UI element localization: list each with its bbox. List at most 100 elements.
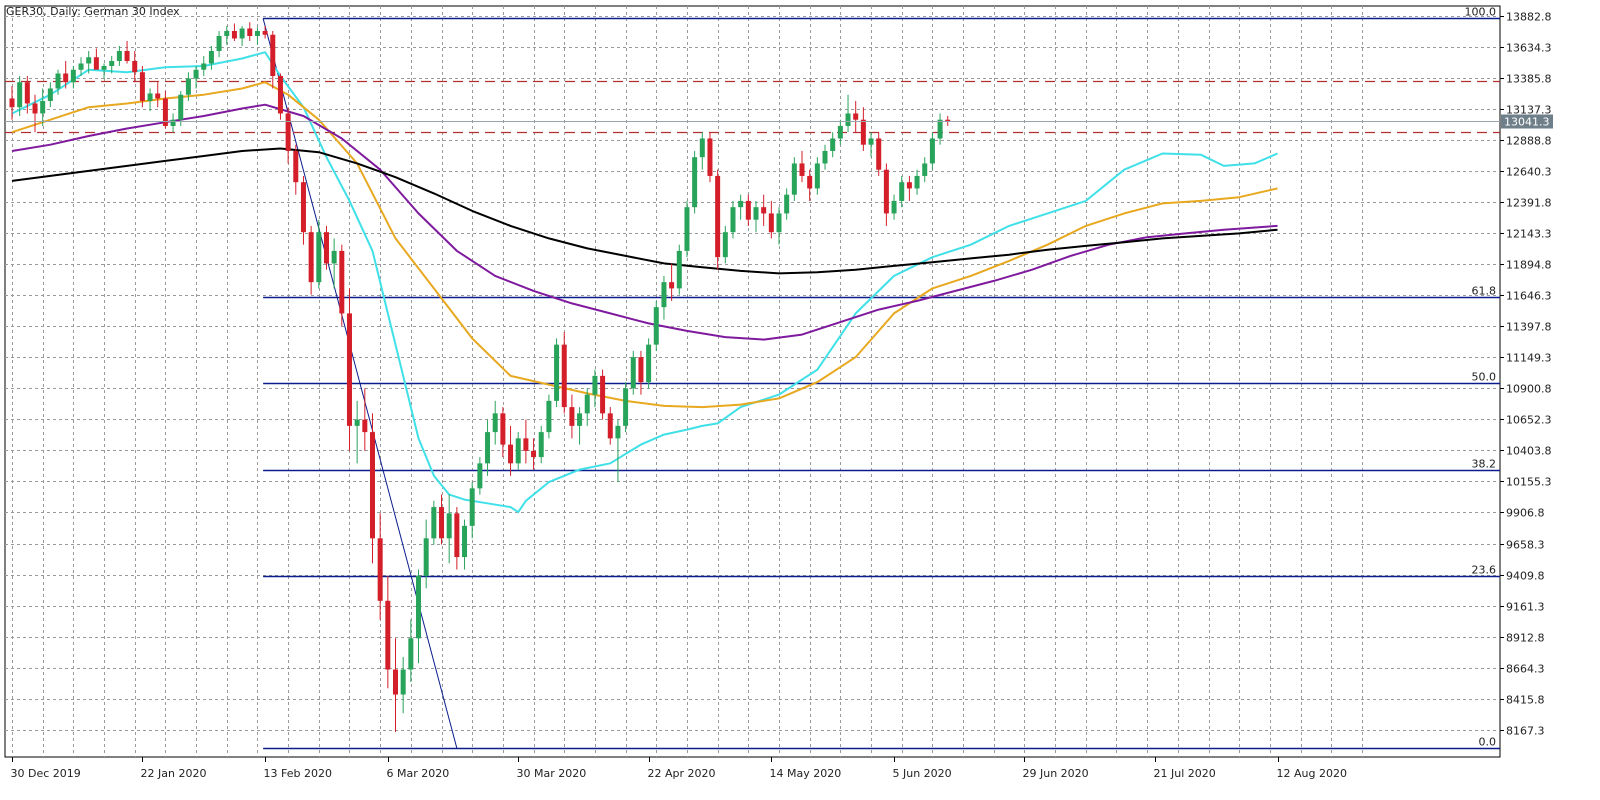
candle-body — [155, 93, 161, 99]
candle-body — [745, 200, 751, 220]
candle-body — [768, 213, 774, 233]
x-axis: 30 Dec 2019 22 Jan 2020 13 Feb 2020 6 Mar 2… — [11, 757, 1347, 780]
candle-body — [868, 138, 874, 145]
candle-body — [638, 357, 644, 383]
y-tick-label: 10403.8 — [1506, 445, 1552, 458]
plot-frame — [4, 5, 1501, 758]
candle-body — [331, 250, 337, 264]
candle-body — [929, 138, 935, 164]
candle-body — [346, 313, 352, 426]
candle-body — [646, 344, 652, 383]
y-tick-label: 12391.8 — [1506, 197, 1552, 210]
candle-body — [807, 175, 813, 189]
candle-body — [891, 200, 897, 214]
x-tick-label: 30 Dec 2019 — [11, 767, 81, 780]
candle-body — [554, 344, 560, 401]
candle-body — [308, 232, 314, 283]
candle-body — [477, 463, 483, 489]
chart-title: GER30, Daily: German 30 Index — [6, 5, 180, 18]
candle-body — [216, 35, 222, 51]
candle-body — [630, 357, 636, 389]
candle-body — [40, 100, 46, 114]
candle-body — [738, 200, 744, 208]
candle-body — [439, 507, 445, 539]
candle-body — [684, 207, 690, 251]
fib-level-label: 61.8 — [1472, 285, 1497, 298]
y-tick-label: 9161.3 — [1506, 601, 1545, 614]
candle-body — [692, 157, 698, 208]
candle-body — [400, 669, 406, 695]
candle-body — [124, 50, 130, 61]
candle-body — [469, 488, 475, 526]
y-tick-label: 8912.8 — [1506, 632, 1545, 645]
x-tick-label: 21 Jul 2020 — [1154, 767, 1216, 780]
x-tick-label: 13 Feb 2020 — [264, 767, 332, 780]
candle-body — [523, 438, 529, 451]
candle-body — [722, 232, 728, 258]
y-tick-label: 11397.8 — [1506, 321, 1552, 334]
candle-body — [277, 75, 283, 114]
candle-body — [178, 94, 184, 120]
x-tick-label: 5 Jun 2020 — [893, 767, 952, 780]
candle-body — [339, 250, 345, 314]
candle-body — [55, 73, 61, 89]
fib-trend-line — [262, 18, 458, 749]
candle-body — [730, 207, 736, 233]
candle-body — [101, 65, 107, 70]
current-price-box — [1501, 114, 1553, 129]
candle-body — [224, 30, 230, 36]
candle-body — [270, 34, 276, 76]
candle-body — [147, 93, 153, 101]
y-tick-label: 10155.3 — [1506, 476, 1552, 489]
candle-body — [369, 432, 375, 539]
candle-body — [9, 98, 15, 108]
candle-body — [185, 78, 191, 95]
candle-body — [561, 344, 567, 408]
y-tick-label: 9409.8 — [1506, 570, 1545, 583]
y-tick-label: 11894.8 — [1506, 259, 1552, 272]
candle-body — [139, 72, 145, 101]
ma-line — [11, 103, 1278, 341]
candle-body — [293, 150, 299, 183]
candle-body — [109, 60, 115, 66]
x-tick-label: 22 Apr 2020 — [648, 767, 716, 780]
y-tick-label: 13634.3 — [1506, 42, 1552, 55]
fib-level-label: 50.0 — [1472, 371, 1497, 384]
candle-body — [607, 413, 613, 439]
candle-body — [814, 163, 820, 189]
fib-level-label: 0.0 — [1479, 736, 1497, 749]
candle-body — [546, 400, 552, 433]
candle-body — [323, 232, 329, 264]
candle-body — [791, 163, 797, 195]
candle-body — [845, 113, 851, 126]
candle-body — [201, 63, 207, 70]
fibonacci-levels: 100.0 61.8 50.0 38.2 23.6 0.0 — [262, 6, 1500, 750]
y-tick-label: 11646.3 — [1506, 290, 1552, 303]
y-tick-label: 13385.8 — [1506, 73, 1552, 86]
candle-body — [515, 438, 521, 464]
x-tick-label: 12 Aug 2020 — [1277, 767, 1347, 780]
candle-body — [393, 669, 398, 695]
candle-body — [508, 444, 514, 464]
grid — [4, 5, 1501, 758]
y-tick-label: 8167.3 — [1506, 725, 1545, 738]
candle-body — [354, 419, 360, 426]
candle-body — [24, 82, 30, 104]
candle-body — [922, 163, 928, 176]
candle-body — [876, 138, 882, 170]
current-price-label: 13041.3 — [1504, 116, 1550, 129]
candle-body — [316, 232, 322, 283]
candle-body — [569, 407, 575, 426]
candle-body — [285, 113, 291, 151]
candle-body — [431, 507, 437, 539]
x-tick-label: 30 Mar 2020 — [517, 767, 587, 780]
candle-body — [753, 207, 759, 220]
ma-line — [11, 147, 1278, 275]
candle-body — [162, 98, 168, 126]
candle-body — [883, 169, 889, 214]
candle-body — [239, 28, 245, 39]
candle-body — [669, 282, 675, 289]
candle-body — [416, 575, 422, 639]
